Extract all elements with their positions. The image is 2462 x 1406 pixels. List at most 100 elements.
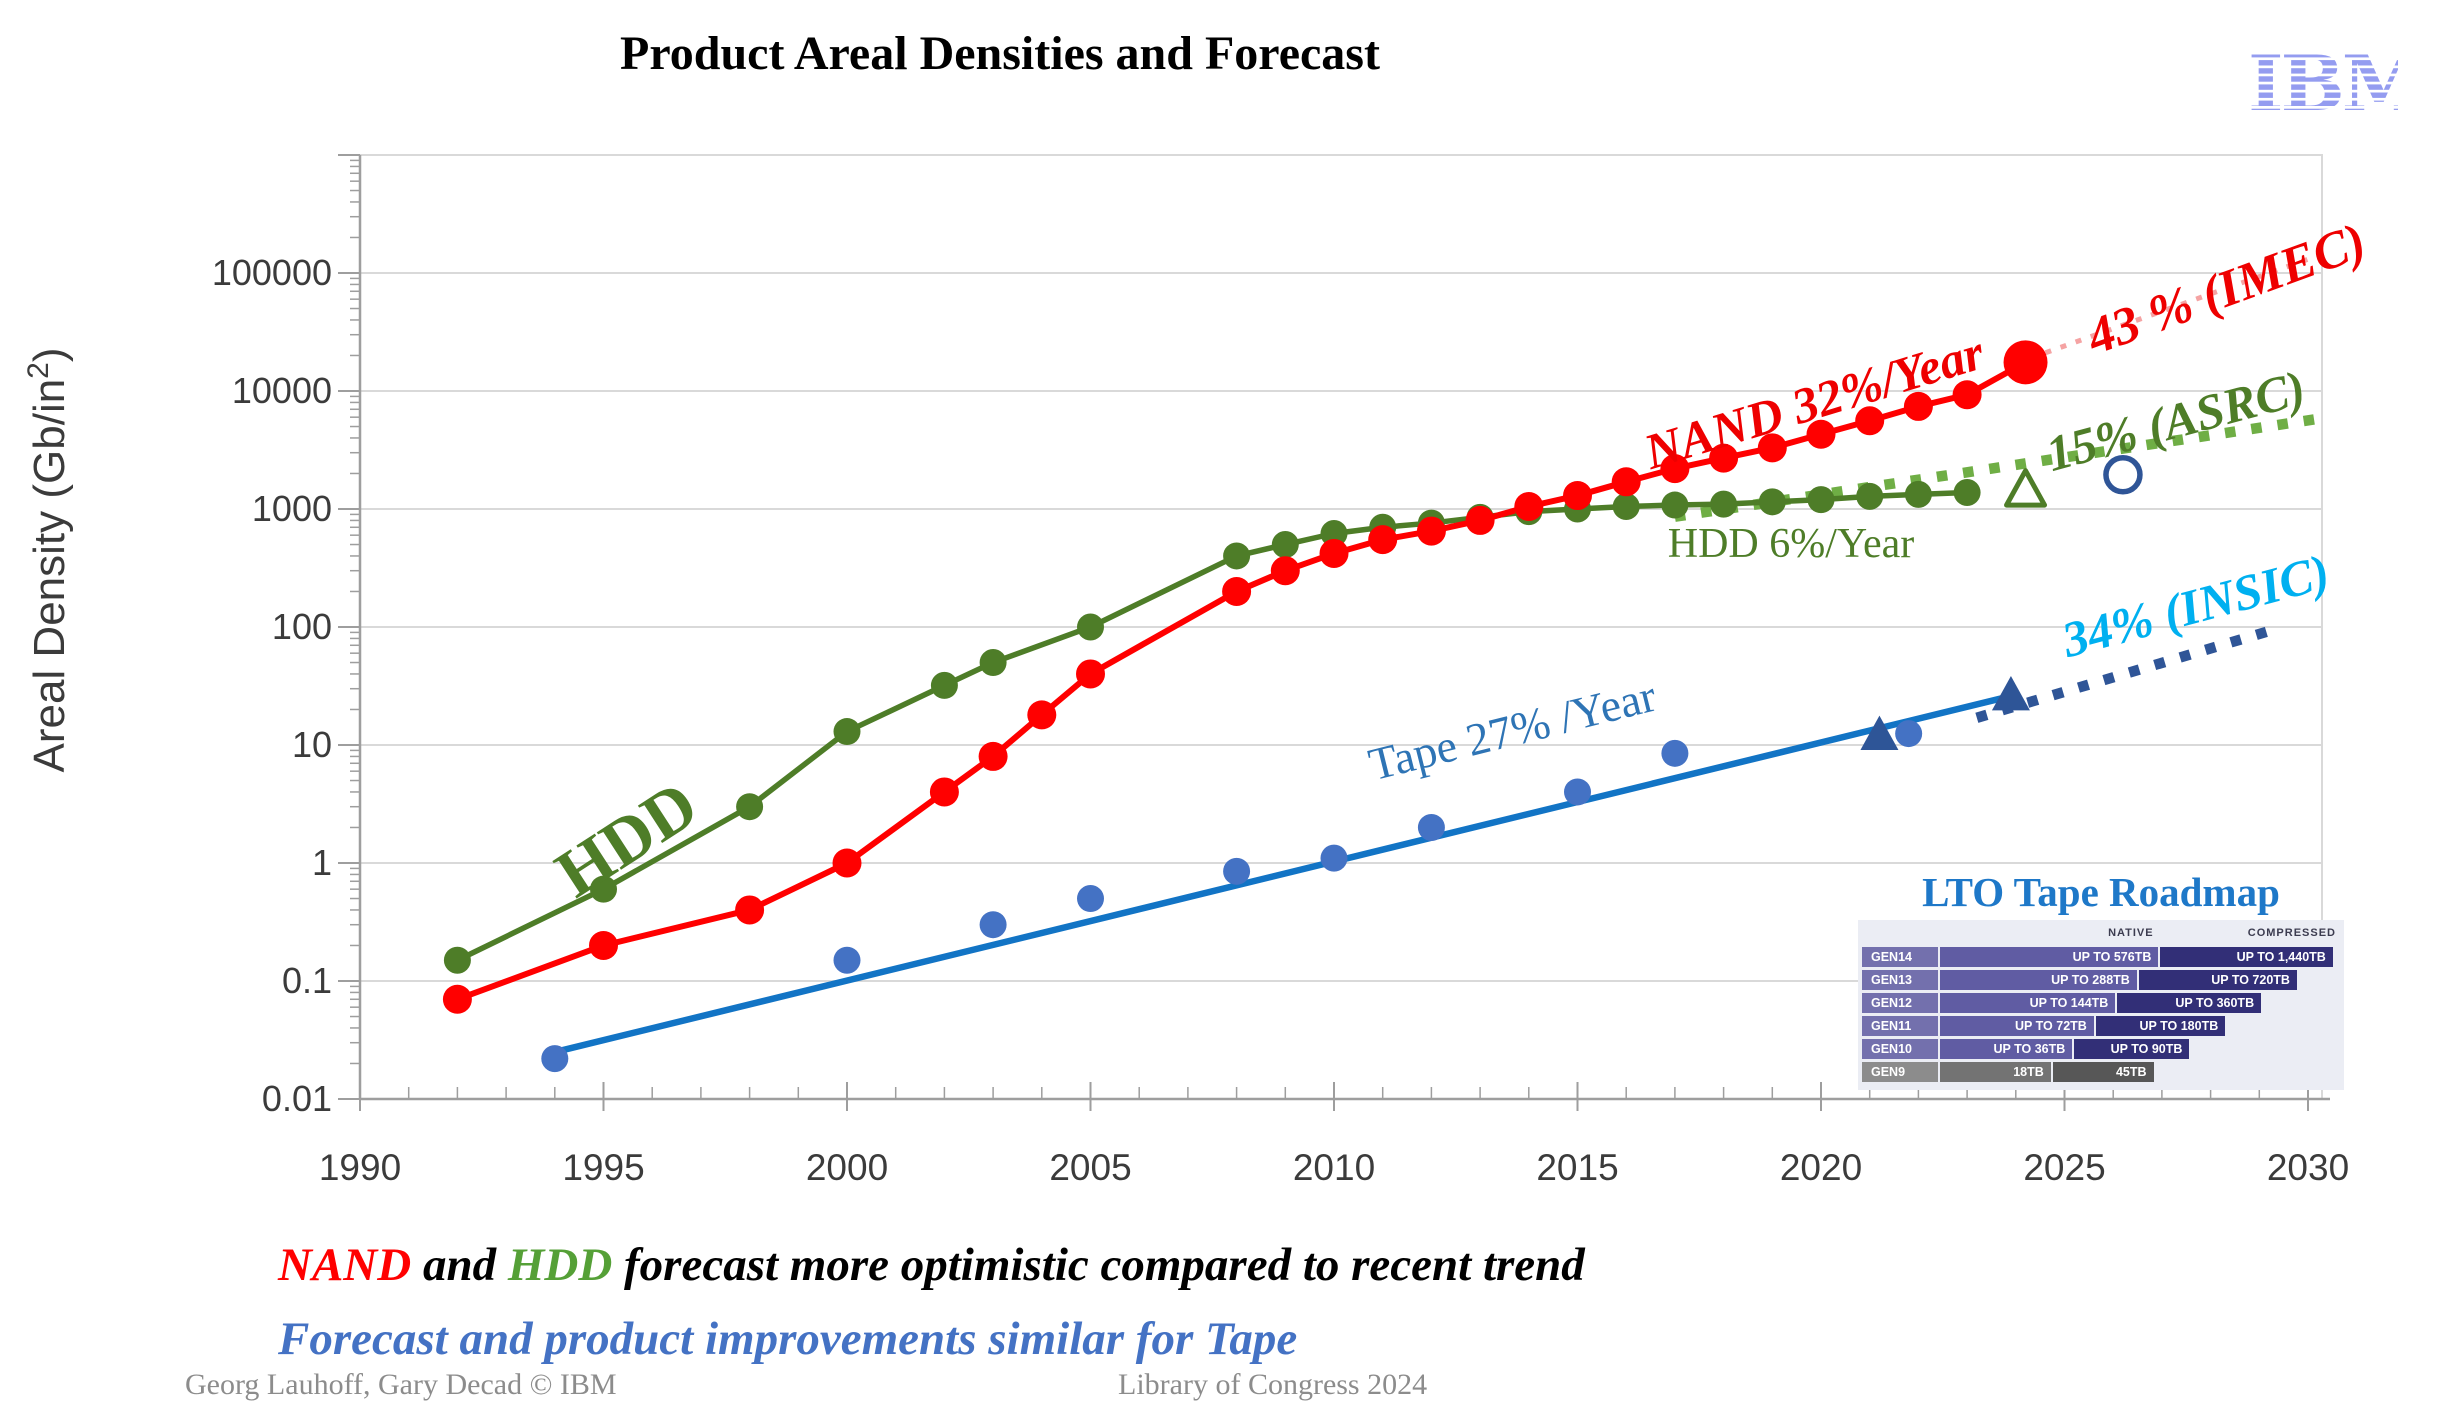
tape-point bbox=[979, 911, 1007, 939]
tape-point bbox=[541, 1045, 569, 1073]
ibm-logo: IBM bbox=[2248, 52, 2398, 115]
tape-triangle-marker bbox=[1991, 676, 2030, 711]
nand-point bbox=[2003, 340, 2048, 385]
tape-point bbox=[1895, 720, 1923, 748]
lto-header-native: NATIVE bbox=[2108, 927, 2154, 939]
footer-event: Library of Congress 2024 bbox=[1118, 1368, 1428, 1401]
nand-point bbox=[735, 895, 765, 925]
tape-triangle-marker bbox=[1860, 715, 1899, 751]
annotation-imec: 43 % (IMEC) bbox=[2079, 213, 2374, 367]
lto-roadmap-title: LTO Tape Roadmap bbox=[1922, 869, 2280, 915]
lto-compressed-bar: UP TO 720TB bbox=[2138, 970, 2297, 990]
lto-row-gen9: GEN9 18TB 45TB bbox=[1862, 1062, 2340, 1082]
hdd-2026-open-circle bbox=[2103, 455, 2143, 495]
lto-header-compressed: COMPRESSED bbox=[2247, 927, 2336, 939]
hdd-point bbox=[833, 718, 861, 746]
hdd-point bbox=[736, 793, 764, 821]
nand-point bbox=[1368, 525, 1398, 555]
annotation-hdd6: HDD 6%/Year bbox=[1668, 521, 1915, 567]
annotation-asrc: 15% (ASRC) bbox=[2040, 359, 2311, 482]
hdd-point bbox=[590, 875, 617, 903]
ibm-logo-stripe bbox=[2248, 100, 2398, 106]
annotation-insic: 34% (INSIC) bbox=[2055, 543, 2335, 668]
nand-point bbox=[1952, 380, 1982, 410]
hdd-point bbox=[1320, 519, 1348, 547]
y-tick-label-0.01: 0.01 bbox=[262, 1078, 332, 1119]
hdd-point bbox=[1904, 480, 1932, 508]
nand-point bbox=[978, 741, 1008, 771]
y-axis-title: Areal Density (Gb/in2) bbox=[22, 347, 74, 772]
y-tick-label-10: 10 bbox=[292, 724, 332, 765]
nand-point bbox=[1709, 443, 1739, 473]
hdd-2024-demo-open-triangle bbox=[2004, 468, 2048, 508]
hdd-point bbox=[979, 649, 1007, 677]
tape-trendline bbox=[551, 692, 2015, 1056]
lto-native-bar: UP TO 144TB bbox=[1940, 993, 2116, 1013]
y-tick-label-100: 100 bbox=[272, 606, 332, 647]
x-tick-label-2025: 2025 bbox=[2023, 1147, 2105, 1188]
ibm-logo-stripes bbox=[2248, 52, 2398, 115]
y-tick-label-10000: 10000 bbox=[232, 370, 332, 411]
x-tick-label-2010: 2010 bbox=[1293, 1147, 1375, 1188]
lto-roadmap-header-row: NATIVE COMPRESSED bbox=[1862, 926, 2340, 944]
nand-line bbox=[456, 359, 2027, 1003]
ibm-logo-stripe bbox=[2248, 60, 2398, 66]
x-tick-label-2015: 2015 bbox=[1536, 1147, 1618, 1188]
page-title: Product Areal Densities and Forecast bbox=[620, 27, 1380, 80]
nand-point bbox=[589, 930, 618, 960]
lto-row-gen14: GEN14 UP TO 576TB UP TO 1,440TB bbox=[1862, 947, 2340, 967]
lto-compressed-bar: UP TO 90TB bbox=[2074, 1039, 2190, 1059]
y-tick-label-1: 1 bbox=[312, 842, 332, 883]
ibm-logo-stripe bbox=[2248, 84, 2398, 90]
forecast-line-nand-forecast-43-imec- bbox=[2029, 253, 2319, 361]
lto-compressed-bar: UP TO 1,440TB bbox=[2160, 947, 2333, 967]
y-tick-label-0.1: 0.1 bbox=[282, 960, 332, 1001]
x-tick-label-2005: 2005 bbox=[1049, 1147, 1131, 1188]
x-tick-label-2030: 2030 bbox=[2267, 1147, 2349, 1188]
tape-point bbox=[1223, 857, 1251, 885]
hdd-point bbox=[1758, 488, 1786, 516]
nand-point bbox=[1076, 659, 1105, 689]
footer-authors: Georg Lauhoff, Gary Decad © IBM bbox=[185, 1368, 617, 1401]
x-tick-label-1990: 1990 bbox=[319, 1147, 401, 1188]
lto-row-gen13: GEN13 UP TO 288TB UP TO 720TB bbox=[1862, 970, 2340, 990]
lto-gen-label: GEN9 bbox=[1862, 1062, 1938, 1082]
caption-line-1: NAND and HDD forecast more optimistic co… bbox=[278, 1238, 1585, 1292]
caption1-part: NAND bbox=[278, 1239, 412, 1291]
hdd-point bbox=[1271, 531, 1299, 559]
hdd-point bbox=[1710, 490, 1738, 518]
lto-gen-label: GEN10 bbox=[1862, 1039, 1938, 1059]
lto-compressed-bar: UP TO 360TB bbox=[2117, 993, 2262, 1013]
nand-point bbox=[1514, 491, 1544, 521]
lto-row-gen10: GEN10 UP TO 36TB UP TO 90TB bbox=[1862, 1039, 2340, 1059]
nand-point bbox=[1416, 516, 1446, 546]
annotation-hdd: HDD bbox=[542, 766, 710, 912]
tape-point bbox=[1564, 778, 1591, 806]
lto-native-bar: UP TO 576TB bbox=[1940, 947, 2159, 967]
hdd-point bbox=[1856, 482, 1884, 510]
lto-gen-label: GEN14 bbox=[1862, 947, 1938, 967]
lto-gen-label: GEN12 bbox=[1862, 993, 1938, 1013]
nand-point bbox=[1222, 576, 1252, 606]
nand-point bbox=[1757, 433, 1787, 463]
lto-native-bar: 18TB bbox=[1940, 1062, 2051, 1082]
tape-point bbox=[1320, 844, 1348, 872]
x-tick-label-1995: 1995 bbox=[562, 1147, 644, 1188]
caption1-part: HDD bbox=[507, 1239, 613, 1291]
nand-point bbox=[1855, 406, 1885, 436]
y-tick-label-1000: 1000 bbox=[252, 488, 332, 529]
ibm-logo-stripe bbox=[2248, 76, 2398, 82]
hdd-point bbox=[1807, 486, 1835, 514]
tape-point bbox=[1417, 813, 1445, 841]
nand-point bbox=[1563, 481, 1592, 511]
lto-compressed-bar: UP TO 180TB bbox=[2095, 1016, 2226, 1036]
ibm-logo-stripe bbox=[2248, 108, 2398, 115]
hdd-point bbox=[1077, 613, 1104, 641]
hdd-point bbox=[1953, 478, 1981, 506]
x-tick-label-2020: 2020 bbox=[1780, 1147, 1862, 1188]
lto-row-gen12: GEN12 UP TO 144TB UP TO 360TB bbox=[1862, 993, 2340, 1013]
nand-point bbox=[1806, 419, 1836, 449]
nand-point bbox=[1660, 454, 1690, 484]
nand-point bbox=[929, 777, 959, 807]
